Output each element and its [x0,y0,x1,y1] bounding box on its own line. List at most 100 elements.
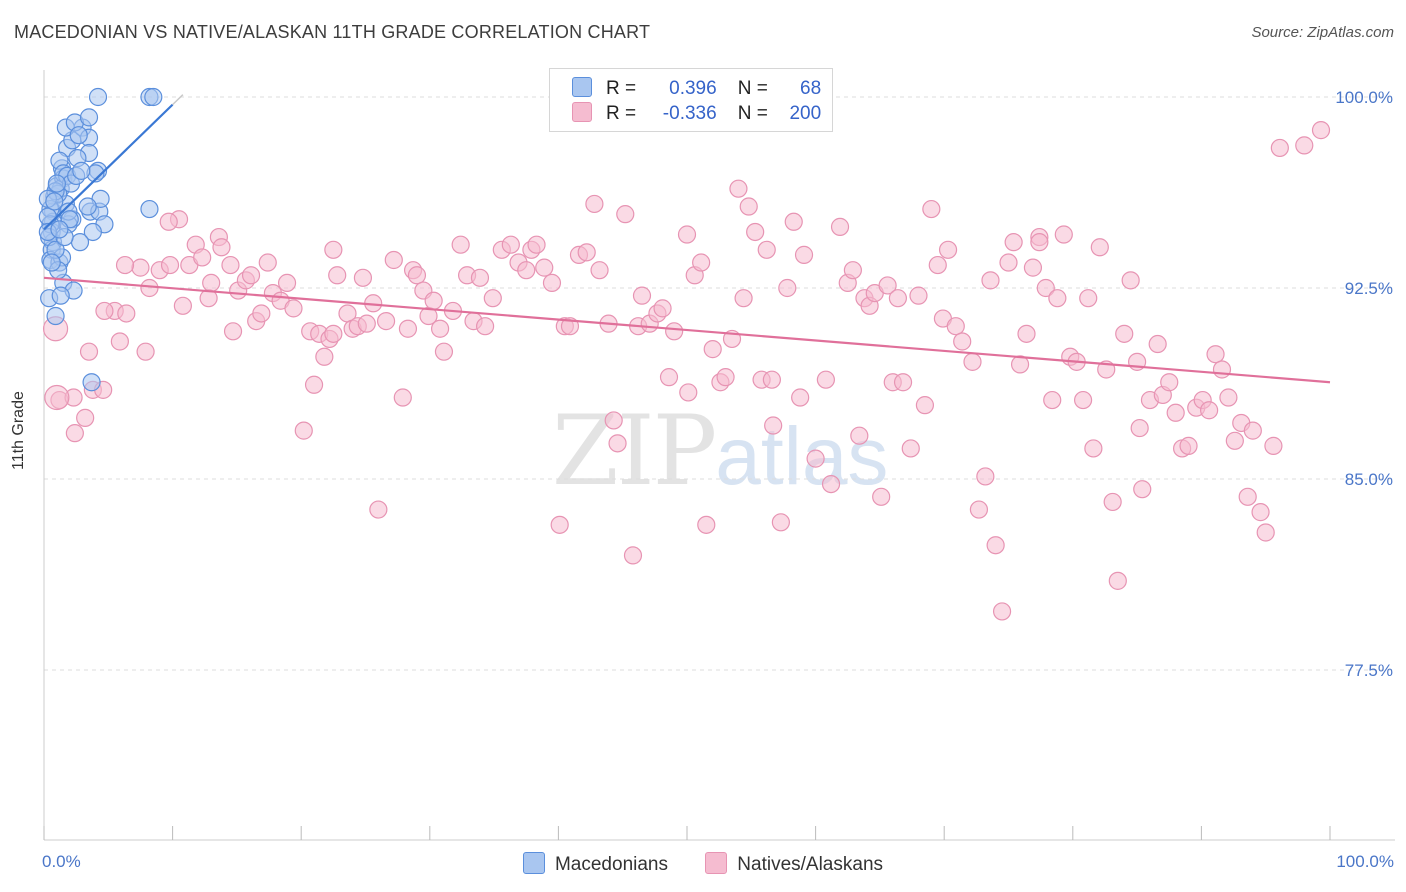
natives-point [277,273,297,293]
legend-row-macedonians: R = 0.396 N = 68 [572,77,821,101]
natives-point [140,278,159,298]
natives-point [1148,334,1167,354]
natives-point [697,515,716,534]
natives-point [1048,289,1067,308]
legend-r-label: R = [606,103,637,124]
natives-point [806,449,825,468]
y-tick-label: 92.5% [1345,279,1393,298]
natives-point [430,319,450,338]
natives-point [1108,571,1127,590]
macedonians-points [38,87,163,392]
natives-point [1084,439,1103,458]
natives-point [1004,233,1023,252]
natives-point [1115,324,1134,343]
natives-point [252,304,271,323]
natives-point [76,408,95,427]
natives-point [963,352,982,371]
natives-point [677,225,697,244]
natives-point [1311,121,1331,140]
macedonians-point [50,220,69,239]
natives-point [304,375,324,394]
natives-point [665,322,684,341]
legend-r-value: 0.396 [669,78,717,99]
natives-point [830,217,850,236]
natives-point [258,253,277,272]
natives-point [131,258,150,277]
natives-point [915,396,935,415]
natives-point [1264,436,1283,455]
y-tick-label: 100.0% [1335,88,1393,107]
trend-lines [43,94,1331,384]
macedonians-point [46,306,65,326]
natives-point [79,342,99,361]
natives-point [324,240,343,259]
legend-swatch-blue [522,852,545,874]
natives-point [1270,138,1289,158]
macedonians-point [144,87,163,107]
natives-point [393,388,412,407]
legend-n-label: N = [737,78,768,99]
macedonians-trend-extension [172,94,184,106]
natives-point [95,301,114,321]
natives-point [632,286,652,305]
legend-label: Macedonians [554,854,668,875]
natives-point [692,253,711,272]
natives-point [901,439,920,458]
legend-label: Natives/Alaskans [737,854,884,875]
legend-r-label: R = [606,78,637,99]
natives-point [1238,487,1257,506]
macedonians-point [78,197,97,216]
natives-point [1010,355,1030,374]
natives-point [585,194,604,214]
natives-point [729,179,748,198]
natives-point [517,261,536,280]
legend-n-value: 68 [800,78,822,99]
natives-trend-line [43,276,1331,384]
natives-point [1243,421,1262,440]
macedonians-point [69,126,88,145]
natives-point [1054,225,1073,244]
natives-point [922,199,941,219]
natives-point [1160,373,1179,392]
natives-point [1219,388,1238,407]
natives-point [1200,401,1219,420]
natives-point [1206,345,1225,364]
natives-point [294,421,313,440]
natives-point [816,370,835,389]
natives-point [1090,238,1109,257]
natives-point [604,411,623,430]
natives-point [999,253,1018,272]
natives-point [434,342,454,361]
y-tick-label: 85.0% [1345,470,1393,489]
x-tick-label-min: 0.0% [42,852,81,871]
natives-points [42,121,1331,621]
natives-point [590,261,609,280]
natives-point [1212,360,1232,379]
legend-item-natives: Natives/Alaskans [705,852,883,876]
natives-point [424,291,443,310]
natives-point [739,197,758,216]
watermark-atlas: atlas [715,411,889,502]
natives-point [1179,436,1198,455]
natives-point [407,266,427,285]
natives-point [778,278,797,298]
natives-point [821,474,841,494]
correlation-legend: R = 0.396 N = 68 R = -0.336 N = 200 [549,68,833,132]
natives-point [746,222,765,242]
natives-point [577,243,596,262]
natives-point [384,250,403,270]
natives-point [784,212,803,231]
natives-point [1036,278,1055,298]
natives-point [1023,258,1043,277]
natives-point [160,255,180,275]
legend-swatch-pink [705,852,728,874]
macedonians-point [45,192,64,211]
natives-point [716,368,735,387]
natives-point [223,322,243,341]
natives-point [115,255,135,275]
natives-point [1073,390,1093,410]
natives-point [159,212,178,231]
natives-point [550,515,569,534]
natives-point [324,324,343,343]
